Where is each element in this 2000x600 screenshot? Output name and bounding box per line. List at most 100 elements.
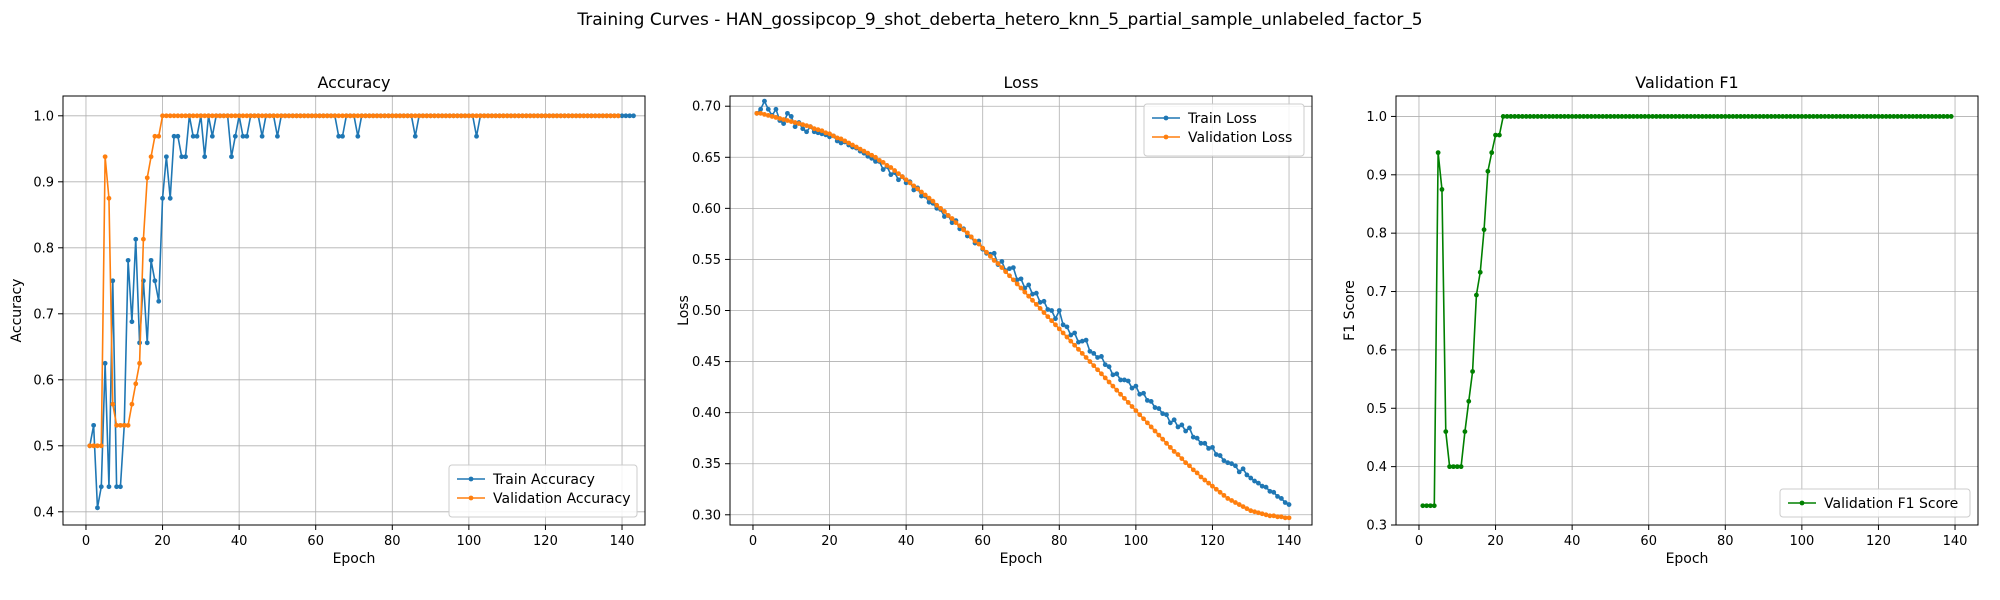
x-tick-label: 80 — [384, 534, 401, 549]
legend-label: Validation Accuracy — [493, 491, 631, 507]
data-point — [907, 180, 913, 186]
data-point — [405, 113, 411, 119]
data-point — [160, 195, 165, 201]
data-point — [1248, 475, 1254, 481]
data-point — [428, 113, 433, 119]
data-point — [1156, 432, 1162, 438]
legend: Train Loss Validation Loss — [1143, 103, 1305, 157]
legend-swatch-marker — [1799, 500, 1805, 506]
data-point — [1699, 114, 1705, 119]
data-point — [1229, 461, 1234, 467]
data-point — [949, 216, 955, 221]
data-point — [148, 257, 154, 263]
data-point — [1435, 150, 1441, 156]
data-point — [1527, 114, 1533, 119]
data-point — [792, 120, 798, 125]
data-point — [1523, 114, 1529, 119]
data-point — [1221, 458, 1227, 464]
data-point — [451, 113, 456, 119]
data-point — [1137, 391, 1143, 397]
data-point — [1734, 114, 1740, 119]
data-point — [1933, 114, 1939, 119]
data-point — [1114, 387, 1120, 393]
data-point — [240, 133, 246, 139]
data-point — [1921, 114, 1927, 119]
data-point — [1053, 316, 1058, 322]
legend-swatch-marker — [1163, 115, 1169, 121]
data-point — [477, 113, 483, 119]
data-point — [1569, 114, 1575, 119]
data-point — [355, 133, 361, 139]
data-point — [850, 142, 855, 148]
data-point — [615, 113, 621, 119]
data-point — [156, 133, 162, 139]
data-point — [1726, 114, 1732, 119]
data-point — [512, 113, 518, 119]
data-point — [1060, 330, 1066, 336]
x-tick-label: 40 — [231, 534, 248, 549]
data-point — [838, 140, 844, 146]
data-point — [911, 187, 917, 193]
data-point — [1244, 506, 1250, 512]
data-point — [1144, 420, 1150, 426]
data-point — [1745, 114, 1751, 119]
data-point — [1833, 114, 1839, 119]
x-tick-label: 100 — [1123, 534, 1148, 549]
data-point — [1007, 273, 1012, 279]
data-point — [1918, 114, 1923, 119]
data-point — [355, 113, 361, 119]
data-point — [1428, 503, 1433, 509]
data-point — [278, 113, 284, 119]
data-point — [1531, 114, 1537, 119]
data-point — [781, 117, 787, 122]
data-point — [1033, 301, 1039, 307]
data-point — [1255, 480, 1261, 486]
data-point — [1137, 412, 1143, 418]
data-point — [1167, 420, 1173, 426]
y-axis-label: Accuracy — [9, 279, 25, 343]
data-point — [1837, 114, 1843, 119]
data-point — [1213, 452, 1219, 457]
data-point — [1887, 114, 1893, 119]
data-point — [179, 154, 185, 160]
data-point — [432, 113, 437, 119]
data-point — [1883, 114, 1889, 119]
data-point — [1784, 114, 1789, 119]
x-tick-label: 0 — [1415, 534, 1423, 549]
data-point — [416, 113, 422, 119]
data-point — [554, 113, 560, 119]
x-tick-label: 140 — [1277, 534, 1302, 549]
data-point — [271, 113, 276, 119]
data-point — [1183, 460, 1189, 466]
data-point — [926, 195, 932, 201]
data-point — [1179, 422, 1185, 428]
data-point — [1944, 114, 1950, 119]
data-point — [1041, 298, 1047, 304]
data-point — [1133, 383, 1139, 389]
data-point — [1810, 114, 1816, 119]
data-point — [217, 113, 223, 119]
data-point — [1278, 496, 1284, 501]
data-point — [1592, 114, 1598, 119]
data-point — [880, 159, 886, 165]
data-point — [762, 111, 767, 117]
data-point — [244, 133, 250, 139]
data-point — [1049, 308, 1055, 313]
data-point — [1910, 114, 1916, 119]
data-point — [804, 129, 809, 135]
data-point — [1240, 466, 1246, 472]
data-point — [1202, 477, 1208, 483]
data-point — [1026, 293, 1032, 299]
y-tick-label: 0.4 — [1366, 460, 1387, 475]
data-point — [788, 119, 794, 124]
data-point — [1577, 114, 1583, 119]
data-point — [922, 192, 928, 198]
data-point — [930, 198, 936, 204]
data-point — [873, 158, 878, 164]
data-point — [1676, 114, 1682, 119]
data-point — [198, 113, 204, 119]
data-point — [305, 113, 311, 119]
data-point — [535, 113, 541, 119]
data-point — [110, 278, 116, 284]
data-point — [1099, 354, 1104, 359]
